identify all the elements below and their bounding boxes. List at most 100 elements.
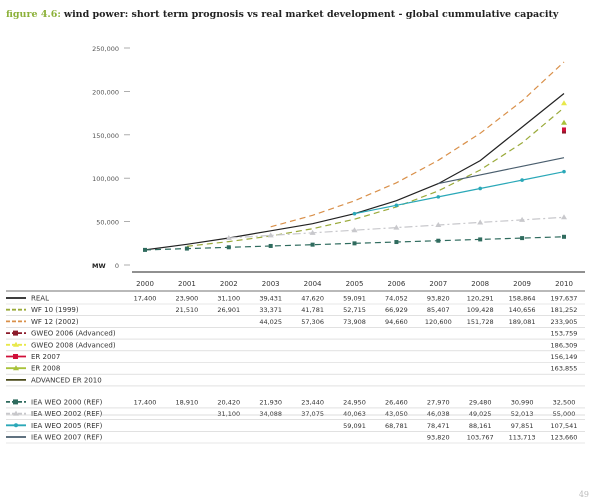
data-label: 21,510 xyxy=(176,306,199,314)
table-row: IEA WEO 2005 (REF) 59,091 68,781 78,471 88,1… xyxy=(6,422,585,432)
legend-entry: WF 10 (1999) xyxy=(31,306,79,314)
x-tick-label: 2002 xyxy=(220,280,238,288)
series-point xyxy=(436,238,441,243)
series-point xyxy=(435,222,442,228)
data-label: 52,715 xyxy=(343,306,366,314)
data-label: 186,309 xyxy=(551,341,578,349)
legend-marker xyxy=(13,410,19,416)
series-point xyxy=(352,241,357,246)
data-label: 55,000 xyxy=(553,410,576,418)
data-label: 18,910 xyxy=(176,398,199,406)
figure-title: figure 4.6: wind power: short term progn… xyxy=(6,9,558,20)
data-label: 29,480 xyxy=(469,398,492,406)
data-label: 37,075 xyxy=(301,410,324,418)
series-line-0 xyxy=(144,93,565,251)
series-point xyxy=(562,129,566,134)
series-point xyxy=(562,169,566,174)
series-point xyxy=(478,186,483,191)
x-tick-label: 2010 xyxy=(555,280,573,288)
data-label: 46,038 xyxy=(427,410,450,418)
series-point xyxy=(520,236,525,241)
legend-marker xyxy=(13,330,18,336)
legend-entry: WF 12 (2002) xyxy=(31,318,79,326)
data-label: 109,428 xyxy=(467,306,494,314)
data-label: 88,161 xyxy=(469,422,492,430)
series-point xyxy=(477,219,484,225)
data-label: 17,400 xyxy=(134,398,157,406)
legend-marker xyxy=(13,354,18,359)
series-point xyxy=(268,243,273,248)
series-point xyxy=(561,100,567,106)
x-tick-label: 2004 xyxy=(304,280,322,288)
x-tick-label: 2003 xyxy=(262,280,280,288)
x-tick-label: 2006 xyxy=(387,280,405,288)
data-label: 57,306 xyxy=(301,318,324,326)
data-label: 44,025 xyxy=(259,318,282,326)
data-label: 52,013 xyxy=(511,410,534,418)
data-label: 151,728 xyxy=(467,318,494,326)
data-label: 34,088 xyxy=(259,410,282,418)
series-point xyxy=(562,127,566,132)
data-label: 73,908 xyxy=(343,318,366,326)
data-label: 94,660 xyxy=(385,318,408,326)
table-row: ER 2008 163,855 xyxy=(6,365,585,375)
data-label: 27,970 xyxy=(427,398,450,406)
y-axis-label: MW xyxy=(92,262,106,270)
x-tick-label: 2000 xyxy=(136,280,154,288)
legend-entry: IEA WEO 2007 (REF) xyxy=(31,434,103,442)
table-row: ADVANCED ER 2010 xyxy=(6,376,585,387)
data-label: 85,407 xyxy=(427,306,450,314)
series-line-10 xyxy=(354,171,565,215)
data-label: 26,460 xyxy=(385,398,408,406)
legend-entry: REAL xyxy=(31,295,49,303)
data-label: 153,759 xyxy=(551,330,578,338)
data-label: 59,091 xyxy=(343,295,366,303)
series-point xyxy=(351,227,358,233)
figure-title-text: wind power: short term prognosis vs real… xyxy=(63,9,559,20)
data-label: 66,929 xyxy=(385,306,408,314)
data-label: 233,905 xyxy=(551,318,578,326)
data-label: 24,950 xyxy=(343,398,366,406)
legend-marker xyxy=(13,365,19,371)
data-label: 93,820 xyxy=(427,295,450,303)
x-tick-label: 2009 xyxy=(513,280,531,288)
legend-entry: ER 2007 xyxy=(31,353,60,361)
series-point xyxy=(561,119,567,125)
series-point xyxy=(561,214,567,220)
data-label: 123,660 xyxy=(551,434,578,442)
series-point xyxy=(394,203,399,208)
table-row: IEA WEO 2000 (REF) 17,400 18,910 20,420 21,9… xyxy=(6,398,585,409)
data-label: 140,656 xyxy=(509,306,536,314)
series-point xyxy=(267,232,274,238)
data-label: 163,855 xyxy=(551,365,578,373)
y-tick-label: 200,000 xyxy=(92,88,119,96)
data-label: 31,100 xyxy=(217,295,240,303)
data-label: 120,600 xyxy=(425,318,452,326)
data-label: 21,930 xyxy=(259,398,282,406)
legend-entry: ADVANCED ER 2010 xyxy=(31,376,102,384)
x-tick-label: 2005 xyxy=(346,280,364,288)
data-label: 30,990 xyxy=(511,398,534,406)
x-tick-label: 2001 xyxy=(178,280,196,288)
y-tick-label: 100,000 xyxy=(92,175,119,183)
table-row: WF 10 (1999) 21,510 26,901 33,371 41,781 52,7… xyxy=(6,306,585,317)
series-point xyxy=(184,246,189,251)
data-label: 78,471 xyxy=(427,422,450,430)
series-line-1 xyxy=(186,107,565,247)
series-point xyxy=(352,211,357,216)
data-label: 23,440 xyxy=(301,398,324,406)
data-label: 74,052 xyxy=(385,295,408,303)
data-label: 93,820 xyxy=(427,434,450,442)
data-label: 41,781 xyxy=(301,306,324,314)
legend-entry: IEA WEO 2002 (REF) xyxy=(31,410,103,418)
table-row: IEA WEO 2002 (REF) 31,100 34,088 37,075 40,0… xyxy=(6,410,585,420)
series-point xyxy=(478,237,483,242)
data-label: 17,400 xyxy=(134,295,157,303)
series-point xyxy=(310,242,315,247)
series-point xyxy=(520,178,524,182)
legend-entry: ER 2008 xyxy=(31,365,60,373)
y-tick-label: 150,000 xyxy=(92,132,119,140)
table-row: ER 2007 156,149 xyxy=(6,353,585,363)
table-row: GWEO 2006 (Advanced) 153,759 xyxy=(6,330,585,340)
